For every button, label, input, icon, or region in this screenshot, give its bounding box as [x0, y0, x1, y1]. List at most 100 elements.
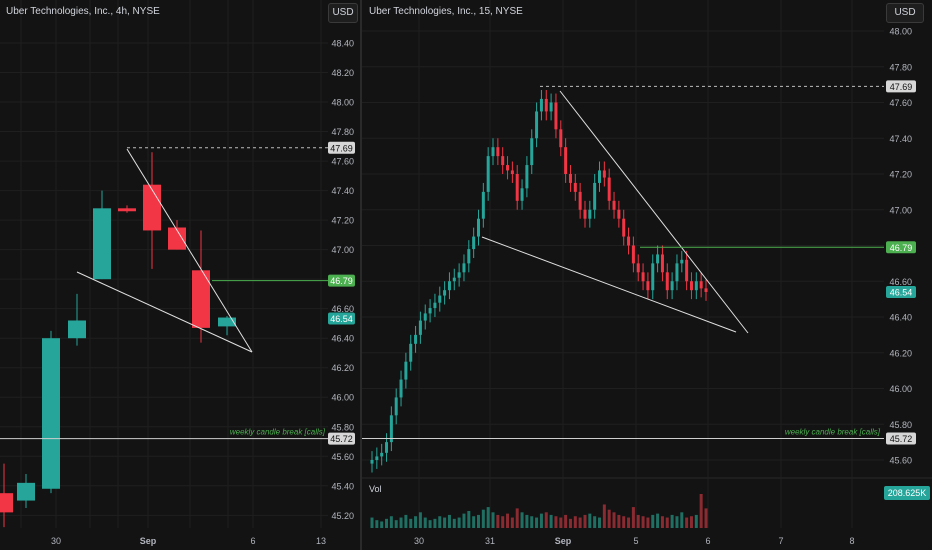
right-wedge-upper-line — [559, 90, 749, 334]
volume-bar — [646, 517, 650, 528]
left-candle-body — [68, 320, 86, 339]
right-candle-body — [607, 177, 611, 201]
left-candle-body — [218, 317, 236, 327]
left-last-price-tag-bg — [328, 312, 355, 325]
volume-bar — [685, 517, 689, 528]
right-candle-body — [704, 288, 708, 292]
left-wedge-lower-line — [76, 271, 253, 353]
volume-bar — [443, 517, 447, 528]
right-support-level-tag-bg — [886, 432, 916, 445]
right-candle-body — [675, 263, 679, 282]
left-currency-button[interactable]: USD — [328, 3, 358, 23]
right-candle-body — [598, 170, 602, 183]
left-x-tick-label: 6 — [250, 536, 255, 546]
right-candle-body — [370, 460, 374, 464]
volume-bar — [583, 514, 587, 528]
right-y-tick-label: 47.20 — [889, 170, 912, 180]
volume-bar — [414, 516, 418, 528]
right-dashed-level-tag-bg — [886, 80, 916, 93]
right-candle-body — [573, 182, 577, 192]
volume-bar — [535, 517, 539, 528]
volume-bar — [520, 512, 524, 528]
volume-bar — [486, 507, 490, 528]
volume-bar — [593, 516, 597, 528]
right-candle-body — [423, 313, 427, 321]
volume-bar — [670, 514, 674, 528]
left-x-tick-label: 13 — [316, 536, 326, 546]
right-candle-body — [394, 397, 398, 416]
volume-bar — [651, 514, 655, 528]
right-green-level-tag: 46.79 — [890, 243, 913, 253]
volume-bar — [622, 516, 626, 528]
volume-bar — [467, 511, 471, 528]
volume-bar — [660, 516, 664, 528]
right-candle-body — [418, 320, 422, 335]
right-candle-body — [593, 182, 597, 210]
right-candle-body — [385, 442, 389, 453]
left-support-level-tag-bg — [328, 432, 355, 445]
volume-bar — [549, 514, 553, 528]
right-candle-body — [622, 218, 626, 237]
left-last-price-tag: 46.54 — [330, 314, 353, 324]
volume-bar — [617, 514, 621, 528]
volume-bar — [607, 509, 611, 528]
left-candle-body — [118, 208, 136, 212]
right-candle-body — [627, 236, 631, 246]
right-candle-body — [467, 249, 471, 264]
volume-bar — [409, 518, 413, 528]
volume-bar — [438, 516, 442, 528]
volume-bar — [568, 518, 572, 528]
volume-bar — [472, 516, 476, 528]
left-support-level-tag: 45.72 — [330, 434, 353, 444]
right-y-tick-label: 47.80 — [889, 62, 912, 72]
right-candle-body — [506, 165, 510, 171]
right-candle-body — [689, 281, 693, 291]
volume-bar — [510, 517, 514, 528]
volume-bar — [636, 514, 640, 528]
right-candle-body — [660, 254, 664, 273]
right-y-tick-label: 46.00 — [889, 384, 912, 394]
volume-bar — [680, 512, 684, 528]
volume-bar — [423, 517, 427, 528]
right-candle-body — [510, 170, 514, 174]
volume-bar — [447, 514, 451, 528]
left-y-tick-label: 47.00 — [331, 245, 354, 255]
volume-bar — [665, 517, 669, 528]
volume-bar — [389, 516, 393, 528]
volume-bar — [481, 509, 485, 528]
right-x-tick-label: 7 — [778, 536, 783, 546]
right-candle-body — [680, 259, 684, 264]
right-candle-body — [438, 295, 442, 303]
right-candle-body — [491, 147, 495, 157]
right-candle-body — [496, 147, 500, 157]
volume-bar — [631, 507, 635, 528]
right-x-tick-label: 30 — [414, 536, 424, 546]
right-candle-body — [641, 272, 645, 282]
right-candle-body — [549, 102, 553, 112]
right-wedge-lower-line — [481, 236, 737, 333]
volume-bar — [394, 520, 398, 528]
volume-bar — [433, 518, 437, 528]
volume-bar — [689, 516, 693, 528]
right-candle-body — [472, 236, 476, 250]
volume-bar — [602, 504, 606, 528]
volume-bar — [699, 494, 703, 528]
volume-bar — [530, 516, 534, 528]
left-y-tick-label: 48.20 — [331, 68, 354, 78]
volume-bar — [491, 512, 495, 528]
right-candle-body — [404, 361, 408, 380]
right-candle-body — [433, 302, 437, 309]
right-currency-button[interactable]: USD — [886, 3, 924, 23]
volume-bar — [476, 514, 480, 528]
volume-bar — [457, 517, 461, 528]
right-candle-body — [452, 277, 456, 282]
volume-bar — [588, 513, 592, 528]
left-wedge-upper-line — [126, 148, 253, 353]
volume-bar — [544, 512, 548, 528]
volume-bar — [564, 514, 568, 528]
left-candle-body — [17, 482, 35, 501]
left-candle-body — [42, 338, 60, 489]
right-candle-body — [544, 98, 548, 112]
right-candle-body — [602, 170, 606, 178]
right-candle-body — [651, 263, 655, 291]
